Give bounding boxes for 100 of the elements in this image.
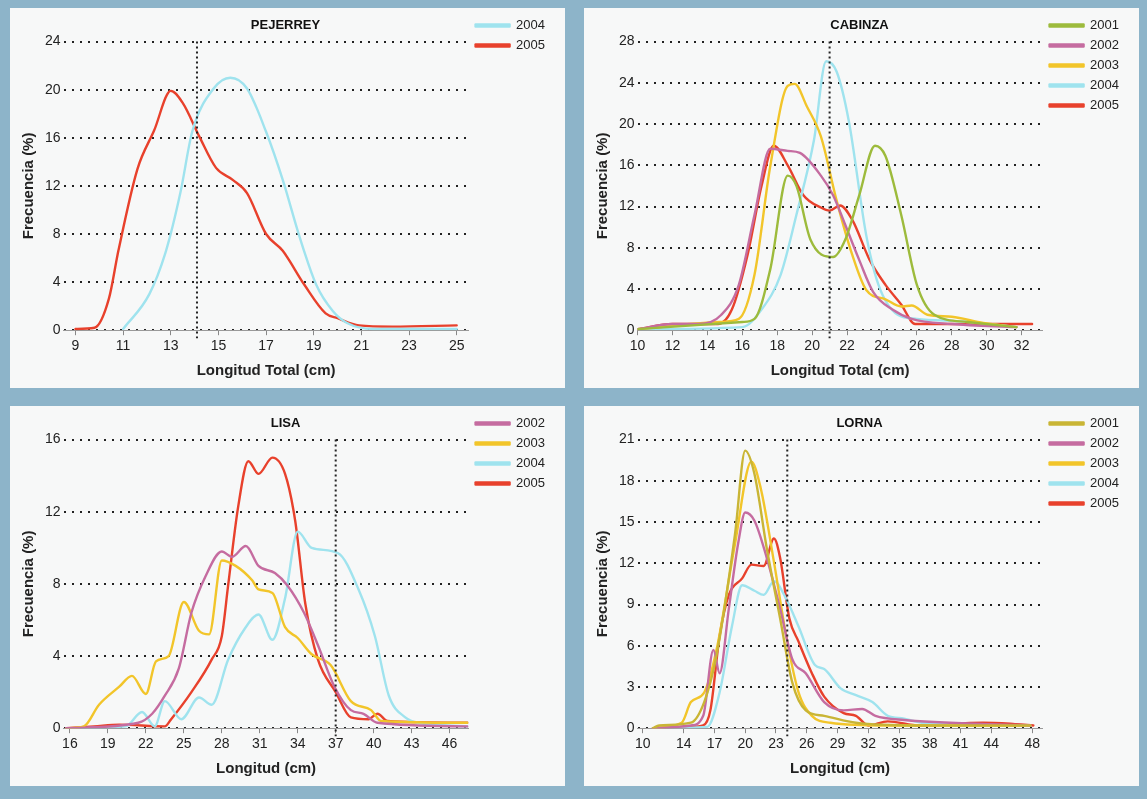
y-tick-label: 0 xyxy=(52,321,61,338)
x-tick-label: 28 xyxy=(213,735,230,752)
y-tick-label: 6 xyxy=(626,636,635,653)
y-tick-label: 24 xyxy=(44,32,61,49)
x-tick-label: 25 xyxy=(448,337,465,354)
y-tick-label: 12 xyxy=(44,176,61,193)
x-tick-label: 20 xyxy=(804,337,821,354)
legend-label: 2003 xyxy=(1090,455,1119,471)
x-tick-label: 24 xyxy=(874,337,890,354)
x-tick-label: 26 xyxy=(798,735,815,752)
legend-label: 2001 xyxy=(1090,17,1119,33)
x-tick-label: 19 xyxy=(100,735,116,752)
legend-label: 2004 xyxy=(516,455,545,471)
legend-label: 2002 xyxy=(516,415,545,431)
y-tick-label: 8 xyxy=(52,224,61,241)
legend-label: 2003 xyxy=(516,435,545,451)
legend-label: 2005 xyxy=(1090,97,1119,113)
x-tick-label: 37 xyxy=(327,735,344,752)
y-tick-label: 16 xyxy=(618,156,635,173)
x-tick-label: 23 xyxy=(401,337,418,354)
x-tick-label: 16 xyxy=(734,337,751,354)
x-tick-label: 15 xyxy=(210,337,227,354)
chart-title: CABINZA xyxy=(830,17,890,33)
y-tick-label: 4 xyxy=(52,272,61,289)
y-tick-label: 8 xyxy=(626,238,635,255)
x-tick-label: 31 xyxy=(251,735,268,752)
x-tick-label: 22 xyxy=(138,735,154,752)
y-tick-label: 4 xyxy=(626,279,635,296)
legend-label: 2004 xyxy=(1090,475,1119,491)
x-tick-label: 21 xyxy=(353,337,370,354)
y-tick-label: 8 xyxy=(52,574,61,591)
y-tick-label: 28 xyxy=(618,32,635,49)
x-axis-title: Longitud (cm) xyxy=(790,759,891,777)
y-tick-label: 0 xyxy=(626,321,635,338)
line-series xyxy=(74,89,458,331)
x-tick-label: 40 xyxy=(365,735,382,752)
y-tick-label: 0 xyxy=(626,719,635,736)
y-tick-label: 24 xyxy=(618,73,635,90)
x-tick-label: 44 xyxy=(983,735,1000,752)
legend-label: 2005 xyxy=(516,37,545,53)
legend-label: 2004 xyxy=(516,17,545,33)
x-tick-label: 28 xyxy=(944,337,960,354)
legend-label: 2002 xyxy=(1090,435,1119,451)
legend-label: 2004 xyxy=(1090,77,1119,93)
y-tick-label: 20 xyxy=(618,114,635,131)
legend-label: 2005 xyxy=(1090,495,1119,511)
x-axis-title: Longitud Total (cm) xyxy=(196,361,336,379)
y-tick-label: 18 xyxy=(618,471,635,488)
x-tick-label: 13 xyxy=(162,337,179,354)
y-tick-label: 12 xyxy=(618,197,635,214)
y-axis-title: Frecuencia (%) xyxy=(593,530,611,638)
x-tick-label: 14 xyxy=(699,337,716,354)
x-tick-label: 9 xyxy=(71,337,80,354)
x-tick-label: 46 xyxy=(441,735,458,752)
y-tick-label: 15 xyxy=(618,512,635,529)
x-tick-label: 25 xyxy=(176,735,192,752)
legend-label: 2001 xyxy=(1090,415,1119,431)
x-tick-label: 19 xyxy=(305,337,322,354)
x-tick-label: 23 xyxy=(768,735,784,752)
x-tick-label: 43 xyxy=(403,735,420,752)
x-axis-title: Longitud (cm) xyxy=(216,759,317,777)
line-series xyxy=(121,76,458,331)
y-axis-title: Frecuencia (%) xyxy=(19,530,37,638)
x-tick-label: 11 xyxy=(115,337,131,354)
chart-title: PEJERREY xyxy=(250,17,321,33)
x-tick-label: 32 xyxy=(860,735,877,752)
y-axis-title: Frecuencia (%) xyxy=(19,132,37,240)
y-tick-label: 21 xyxy=(618,430,635,447)
y-tick-label: 3 xyxy=(626,677,635,694)
x-axis-title: Longitud Total (cm) xyxy=(770,361,910,379)
y-tick-label: 20 xyxy=(44,80,61,97)
y-tick-label: 12 xyxy=(618,554,635,571)
x-tick-label: 10 xyxy=(629,337,646,354)
y-tick-label: 9 xyxy=(626,595,635,612)
y-tick-label: 16 xyxy=(44,128,61,145)
chart-title: LORNA xyxy=(836,415,884,431)
x-tick-label: 17 xyxy=(706,735,723,752)
x-tick-label: 48 xyxy=(1024,735,1041,752)
chart-title: LISA xyxy=(270,415,301,431)
x-tick-label: 12 xyxy=(664,337,681,354)
y-tick-label: 16 xyxy=(44,430,61,447)
x-tick-label: 38 xyxy=(922,735,938,752)
x-tick-label: 14 xyxy=(675,735,692,752)
x-tick-label: 35 xyxy=(891,735,908,752)
y-tick-label: 12 xyxy=(44,502,61,519)
y-axis-title: Frecuencia (%) xyxy=(593,132,611,240)
y-tick-label: 0 xyxy=(52,719,61,736)
x-tick-label: 29 xyxy=(829,735,846,752)
x-tick-label: 26 xyxy=(909,337,925,354)
legend-label: 2005 xyxy=(516,475,545,491)
legend-label: 2003 xyxy=(1090,57,1119,73)
x-tick-label: 18 xyxy=(769,337,786,354)
y-tick-label: 4 xyxy=(52,646,61,663)
x-tick-label: 17 xyxy=(258,337,275,354)
x-tick-label: 20 xyxy=(737,735,754,752)
x-tick-label: 34 xyxy=(289,735,306,752)
x-tick-label: 30 xyxy=(978,337,995,354)
x-tick-label: 10 xyxy=(634,735,651,752)
x-tick-label: 32 xyxy=(1013,337,1030,354)
legend-label: 2002 xyxy=(1090,37,1119,53)
